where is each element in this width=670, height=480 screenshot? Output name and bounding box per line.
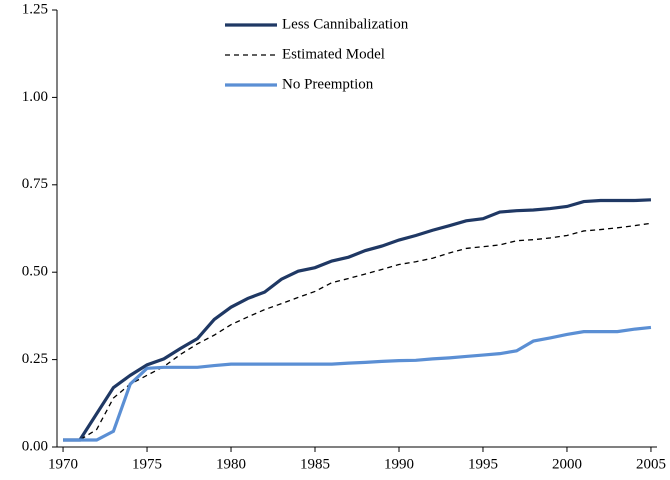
x-tick-label: 2000: [552, 456, 582, 472]
x-tick-label: 1975: [132, 456, 162, 472]
series-line: [63, 198, 652, 442]
x-tick-label: 1985: [300, 456, 330, 472]
y-tick-label: 1.00: [22, 89, 48, 105]
x-tick-label: 1970: [48, 456, 78, 472]
y-tick-label: 0.50: [22, 264, 48, 280]
y-tick-label: 0.25: [22, 351, 48, 367]
y-tick-label: 0.75: [22, 176, 48, 192]
x-tick-label: 1995: [468, 456, 498, 472]
legend-label: No Preemption: [282, 76, 374, 92]
series-line: [63, 325, 652, 442]
x-tick-label: 1980: [216, 456, 246, 472]
y-tick-label: 1.25: [22, 1, 48, 17]
x-tick-label: 1990: [384, 456, 414, 472]
x-tick-label: 2005: [636, 456, 666, 472]
y-tick-label: 0.00: [22, 438, 48, 454]
legend-label: Estimated Model: [282, 46, 385, 62]
series-line: [63, 222, 652, 441]
legend-label: Less Cannibalization: [282, 16, 409, 32]
